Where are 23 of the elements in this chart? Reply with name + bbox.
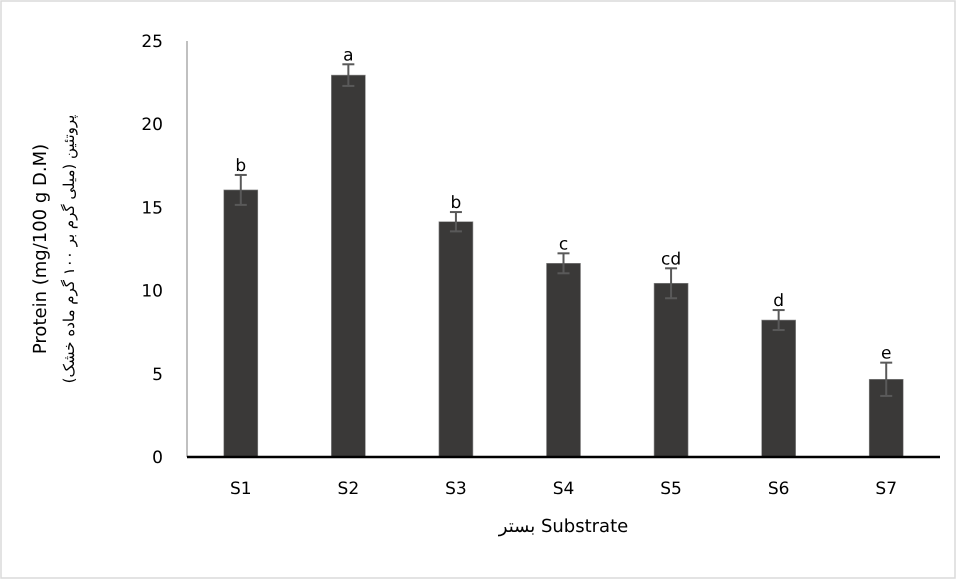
x-axis-title: بستر Substrate [498, 516, 628, 537]
y-tick-label: 0 [152, 448, 163, 468]
x-tick-label: S3 [445, 479, 467, 499]
annotation: d [773, 291, 784, 312]
annotation: cd [661, 249, 682, 270]
x-tick-label: S1 [230, 479, 252, 499]
y-tick-label: 20 [141, 115, 163, 136]
y-tick-label: 15 [141, 198, 163, 218]
annotation: c [558, 234, 568, 254]
annotation: a [343, 45, 354, 66]
y-tick-label: 5 [152, 364, 163, 385]
y-tick-label: 10 [141, 282, 163, 302]
x-tick-label: S2 [338, 479, 360, 499]
x-tick-label: S5 [660, 479, 682, 499]
y-tick-label: 25 [141, 32, 163, 52]
x-tick-label: S7 [875, 479, 898, 499]
text: پروتئین (میلی گرم بر ۱۰۰ گرم ماده خشک) [60, 114, 78, 384]
annotation: b [235, 156, 246, 176]
annotation: b [450, 193, 462, 214]
text: Protein (mg/100 g D.M) [30, 144, 51, 354]
annotation: e [880, 344, 892, 364]
x-tick-label: S6 [768, 479, 790, 499]
x-tick-label: S4 [552, 479, 574, 499]
